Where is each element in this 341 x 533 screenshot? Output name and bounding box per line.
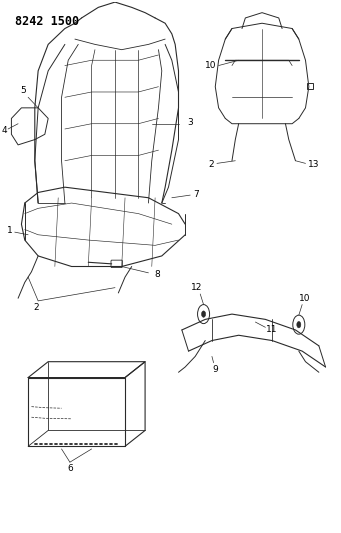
Text: 1: 1 (7, 226, 13, 235)
Text: 7: 7 (193, 190, 199, 199)
Text: 8: 8 (154, 270, 160, 279)
Text: 10: 10 (299, 294, 311, 303)
Text: 2: 2 (34, 303, 39, 312)
Bar (307, 83, 313, 90)
Text: 4: 4 (1, 126, 7, 134)
Circle shape (202, 311, 206, 317)
Text: 10: 10 (205, 61, 216, 70)
Circle shape (197, 304, 210, 324)
Text: 2: 2 (208, 160, 214, 169)
Text: 8242 1500: 8242 1500 (15, 15, 79, 28)
Circle shape (293, 315, 305, 334)
Text: 13: 13 (308, 160, 320, 169)
Text: 9: 9 (212, 365, 218, 374)
Text: 5: 5 (20, 86, 26, 95)
Text: 11: 11 (266, 326, 278, 335)
Text: 12: 12 (191, 283, 202, 292)
FancyBboxPatch shape (111, 260, 122, 268)
Text: 6: 6 (67, 464, 73, 473)
Text: 3: 3 (187, 118, 193, 127)
Circle shape (297, 321, 301, 328)
